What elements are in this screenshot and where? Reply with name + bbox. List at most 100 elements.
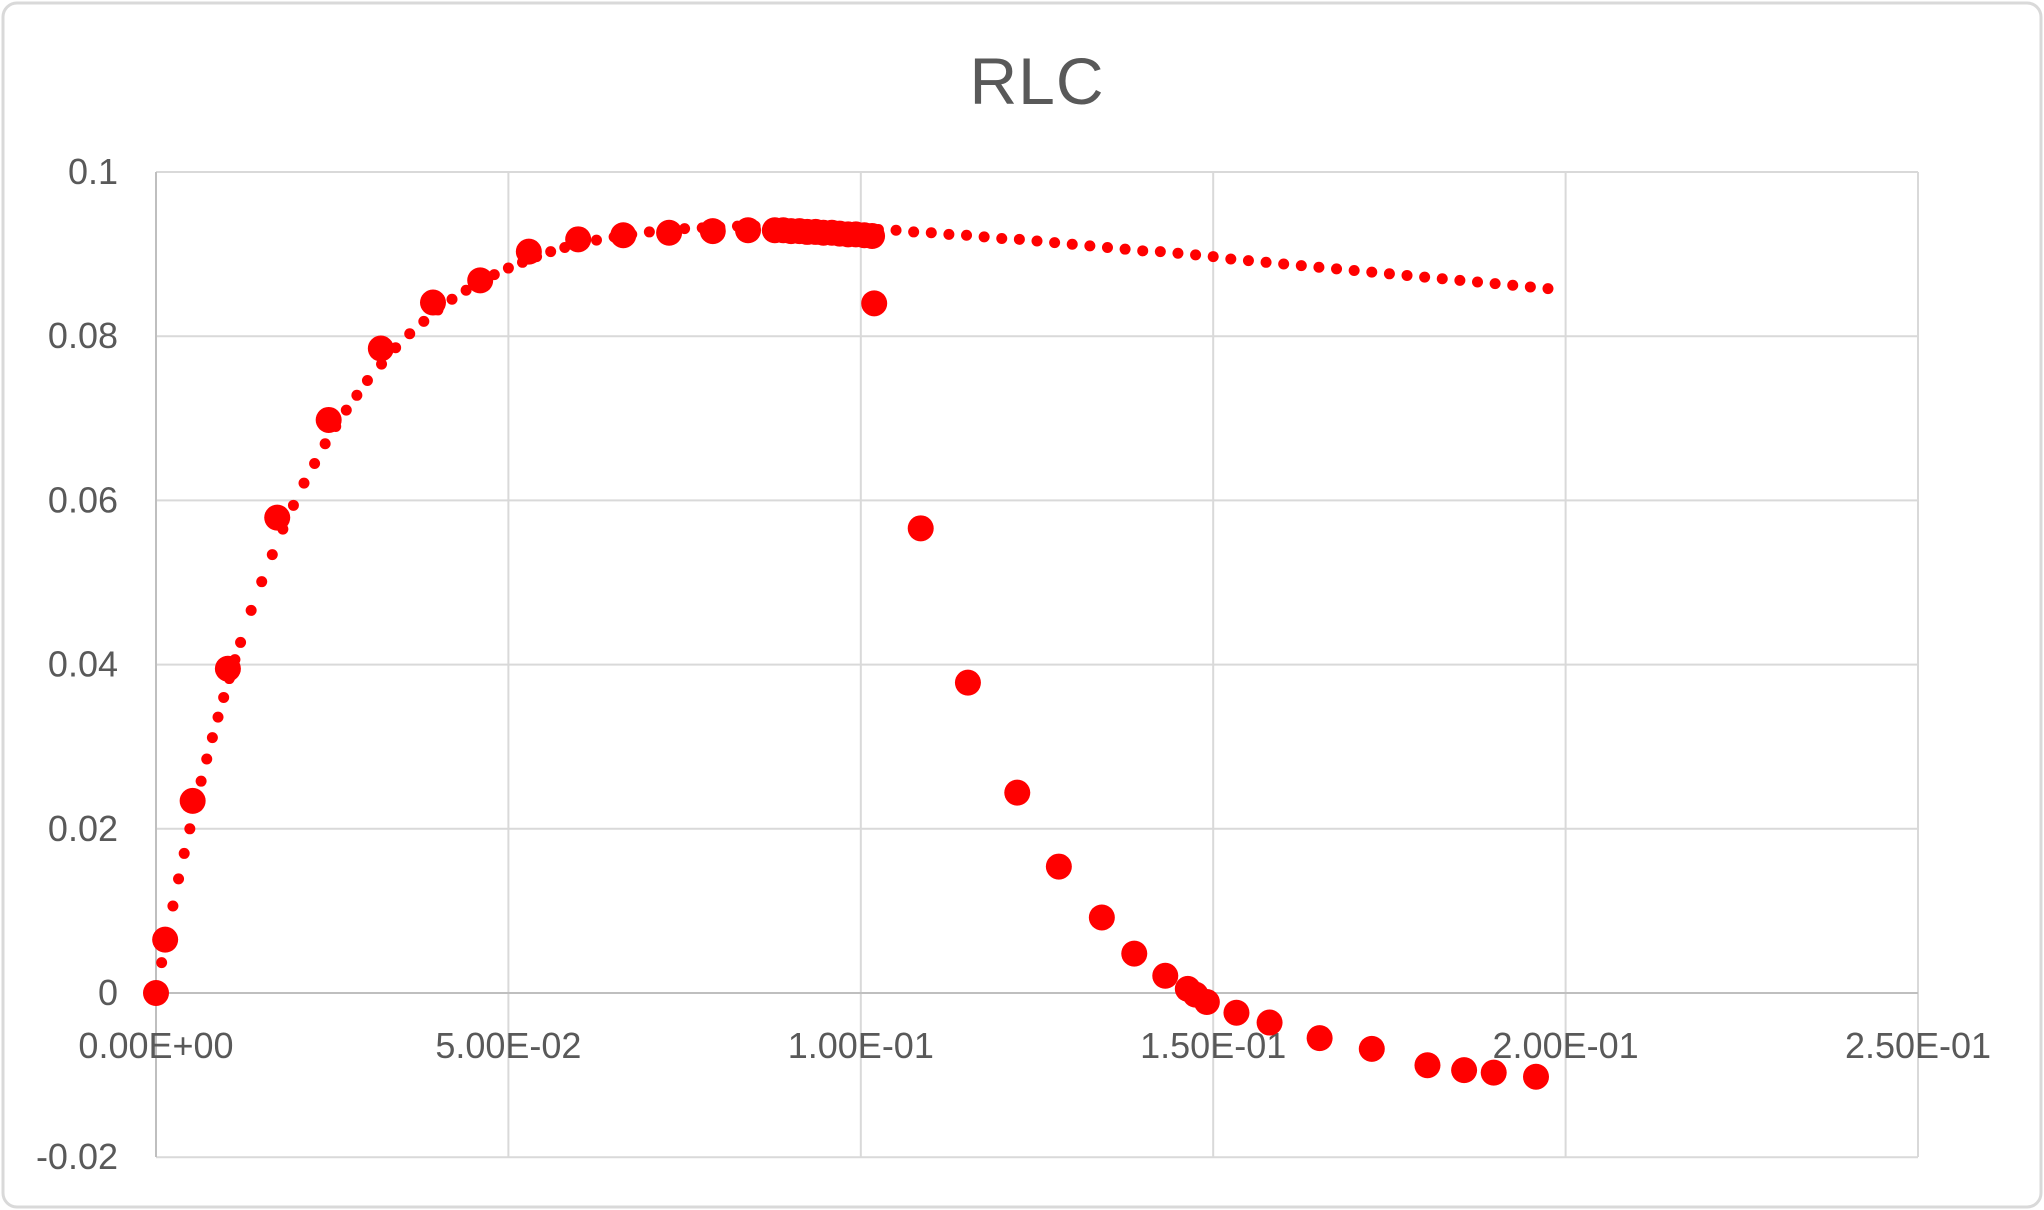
x-tick-label: 2.50E-01 [1845, 1025, 1991, 1066]
data-point [179, 787, 206, 814]
model-point [266, 549, 278, 561]
model-point [404, 328, 416, 340]
x-tick-label: 0.00E+00 [78, 1025, 233, 1066]
model-point [1331, 263, 1343, 275]
data-point [1193, 989, 1220, 1016]
model-point [256, 576, 268, 588]
axis-tick-labels: -0.02 0 0.02 0.04 0.06 0.08 0.1 0.00E+00 5.00E-0… [36, 151, 1991, 1177]
chart-title: RLC [969, 44, 1104, 118]
model-point [1295, 260, 1307, 272]
model-point [996, 233, 1008, 245]
model-point [206, 732, 218, 744]
model-point [156, 957, 168, 969]
model-point [340, 404, 352, 416]
model-point [1348, 265, 1360, 277]
y-tick-label: 0.06 [48, 479, 118, 520]
model-point [1242, 255, 1254, 267]
model-point [1172, 247, 1184, 259]
y-tick-label: 0.02 [48, 808, 118, 849]
data-point [152, 926, 179, 953]
data-point [143, 980, 169, 1006]
model-point [418, 315, 430, 327]
model-point [178, 847, 190, 859]
model-point [1119, 243, 1131, 255]
data-point [1522, 1063, 1549, 1090]
model-point [1013, 233, 1025, 245]
data-point [264, 504, 291, 531]
model-point [1049, 237, 1061, 249]
model-point [890, 224, 902, 236]
model-point [446, 293, 458, 305]
model-point [1260, 256, 1272, 268]
x-tick-label: 5.00E-02 [435, 1025, 581, 1066]
model-point [287, 499, 299, 511]
model-point [351, 389, 363, 401]
model-point [245, 604, 257, 616]
model-point [1419, 271, 1431, 283]
model-point [1207, 251, 1219, 263]
data-point [419, 289, 446, 316]
model-point [1137, 245, 1149, 257]
data-point [1223, 999, 1250, 1026]
model-point [1084, 240, 1096, 252]
model-point [943, 228, 955, 240]
data-point [1152, 962, 1179, 989]
data-point [315, 406, 342, 433]
model-point [319, 438, 331, 450]
model-point [908, 226, 920, 238]
y-tick-label: 0.08 [48, 315, 118, 356]
model-point [1489, 278, 1501, 290]
model-point [643, 226, 655, 238]
model-point [1154, 246, 1166, 258]
model-point [184, 823, 196, 835]
model-point [298, 477, 310, 489]
data-point [1256, 1009, 1283, 1036]
data-point [565, 226, 592, 253]
data-point [1306, 1025, 1333, 1052]
data-point [907, 515, 934, 542]
model-point [1401, 269, 1413, 281]
data-point [954, 669, 981, 696]
model-point [309, 457, 321, 469]
model-point [591, 234, 602, 246]
model-point [1031, 235, 1043, 247]
model-point [978, 231, 990, 243]
data-point [735, 217, 762, 244]
model-point [1066, 238, 1078, 250]
data-point [214, 655, 241, 682]
data-point [861, 290, 888, 317]
model-point [961, 229, 973, 241]
data-point [1451, 1057, 1478, 1084]
data-point [610, 222, 637, 249]
model-point [173, 873, 185, 885]
model-point [1436, 273, 1448, 285]
model-point [212, 711, 224, 723]
x-tick-label: 2.00E-01 [1493, 1025, 1639, 1066]
model-point [376, 358, 388, 370]
model-point [545, 246, 557, 258]
model-point [1472, 276, 1483, 288]
data-point [367, 335, 394, 362]
data-point [1088, 904, 1115, 931]
y-tick-label: 0.1 [68, 151, 118, 192]
y-tick-label: 0 [98, 972, 118, 1013]
y-tick-label: 0.04 [48, 644, 118, 685]
data-point [1004, 779, 1031, 806]
data-point [699, 218, 726, 245]
y-tick-label: -0.02 [36, 1136, 118, 1177]
model-point [235, 636, 247, 648]
model-point [1542, 283, 1554, 295]
model-point [1190, 249, 1202, 261]
model-point [1507, 279, 1519, 291]
data-point [1480, 1059, 1507, 1086]
data-point [656, 219, 683, 246]
data-point [467, 267, 494, 294]
data-point [1121, 940, 1148, 967]
model-point [1225, 253, 1237, 265]
model-point [460, 284, 472, 296]
model-point [195, 775, 207, 787]
model-point [167, 900, 179, 912]
